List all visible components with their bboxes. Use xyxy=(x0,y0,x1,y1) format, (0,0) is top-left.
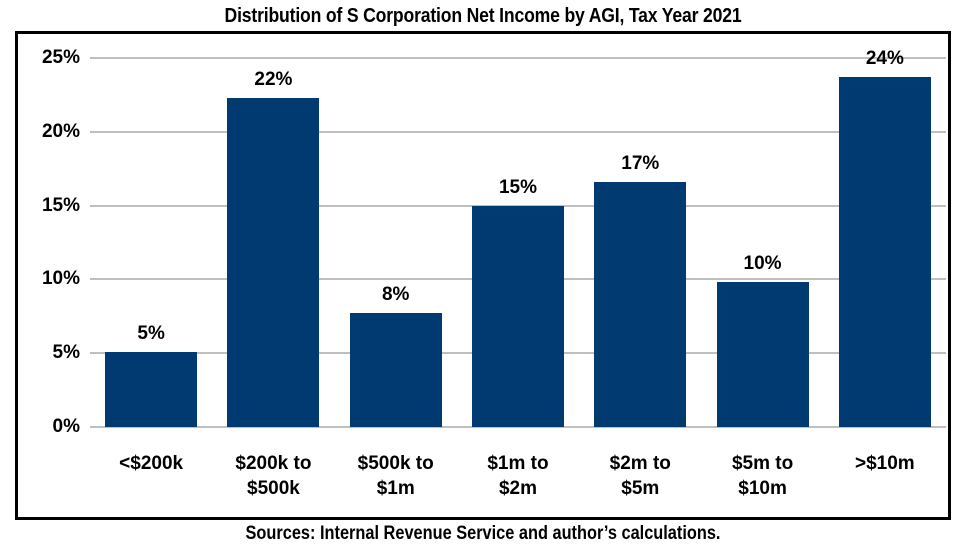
gridline xyxy=(90,130,946,133)
bar-group: 5% xyxy=(90,58,212,427)
y-axis-tick-label: 25% xyxy=(41,47,80,68)
x-axis-category-label: $500k to $1m xyxy=(335,451,457,501)
gridline xyxy=(90,426,946,428)
bar-group: 24% xyxy=(824,48,946,427)
y-axis: 0% 5% 10% 15% 20% 25% xyxy=(18,47,80,437)
bar xyxy=(471,205,564,427)
plot-frame: 0% 5% 10% 15% 20% 25% 5% 22% 8% 15% 17% 10% 24% <$2… xyxy=(15,31,951,520)
y-axis-tick-label: 0% xyxy=(52,416,80,437)
bar-group: 10% xyxy=(701,58,823,427)
x-axis-category-label-line: $5m xyxy=(621,478,660,499)
bar xyxy=(594,181,687,427)
x-axis-category-label-line: $500k xyxy=(247,478,300,499)
bar-value-label: 22% xyxy=(254,68,293,90)
bar-value-label: 5% xyxy=(137,322,165,344)
x-axis-category-label-line: <$200k xyxy=(119,453,184,474)
x-axis: <$200k $200k to $500k $500k to $1m $1m to $2m $… xyxy=(90,451,946,509)
x-axis-category-label: >$10m xyxy=(824,451,946,476)
gridline xyxy=(90,57,946,59)
x-axis-category-label: $5m to $10m xyxy=(701,451,823,501)
bar xyxy=(105,351,198,427)
x-axis-category-label-line: $200k to xyxy=(235,453,312,474)
y-axis-tick-label: 20% xyxy=(41,120,80,142)
chart-title: Distribution of S Corporation Net Income… xyxy=(224,5,742,27)
x-axis-category-label: $1m to $2m xyxy=(457,451,579,501)
y-axis-tick-label: 5% xyxy=(52,342,80,364)
bar-group: 8% xyxy=(335,58,457,427)
x-axis-category-label-line: $2m to xyxy=(609,453,671,474)
bar-group: 15% xyxy=(457,58,579,427)
bar-value-label: 24% xyxy=(865,48,904,70)
x-axis-category-label: <$200k xyxy=(90,451,212,476)
x-axis-category-label-line: $2m xyxy=(498,478,537,499)
plot-area: 5% 22% 8% 15% 17% 10% 24% xyxy=(90,48,946,428)
source-note: Sources: Internal Revenue Service and au… xyxy=(245,523,721,544)
x-axis-category-label: $2m to $5m xyxy=(579,451,701,501)
x-axis-category-label-line: $1m xyxy=(376,478,415,499)
bar-value-label: 8% xyxy=(381,284,410,306)
bar-group: 17% xyxy=(579,58,701,427)
x-axis-category-label: $200k to $500k xyxy=(212,451,334,501)
y-axis-tick-label: 10% xyxy=(41,268,80,290)
bar xyxy=(838,77,931,427)
y-axis-tick-label: 15% xyxy=(41,194,80,216)
bar xyxy=(716,282,809,427)
x-axis-category-label-line: $10m xyxy=(738,478,787,499)
bar-value-label: 17% xyxy=(621,152,660,174)
bar xyxy=(227,97,320,427)
x-axis-category-label-line: >$10m xyxy=(854,453,915,474)
bar-group: 22% xyxy=(212,58,334,427)
gridline xyxy=(90,204,946,207)
bar-value-label: 15% xyxy=(498,176,537,198)
x-axis-category-label-line: $500k to xyxy=(357,453,434,474)
bar-value-label: 10% xyxy=(743,253,782,275)
x-axis-category-label-line: $5m to xyxy=(731,453,794,474)
x-axis-category-label-line: $1m to xyxy=(487,453,549,474)
bar xyxy=(349,313,442,427)
